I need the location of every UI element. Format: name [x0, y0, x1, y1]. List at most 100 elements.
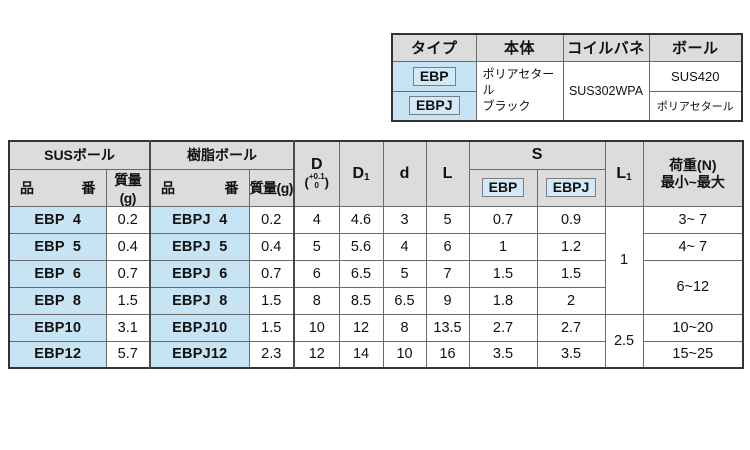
subheader-s-ebp: EBP — [468, 168, 538, 207]
mass-cell: 0.2 — [105, 205, 151, 234]
dim-D1-cell: 4.6 — [338, 205, 384, 234]
dim-D1-cell: 14 — [338, 340, 384, 369]
spec-row-ebp4: EBP 4 0.2 EBPJ 4 0.2 4 4.6 3 5 0.7 0.9 1… — [8, 205, 744, 315]
part-number-cell: EBP 4 — [8, 205, 107, 234]
mass-cell: 0.2 — [248, 205, 295, 234]
type-cell-ebp: EBP — [391, 60, 477, 92]
type-material-table: タイプ 本体 コイルバネ ボール EBP ポリアセタール ブラック SUS302… — [391, 33, 743, 122]
dim-D1-cell: 12 — [338, 313, 384, 342]
body-material-cell: ポリアセタール ブラック — [475, 60, 564, 122]
load-cell: 15~25 — [642, 340, 744, 369]
dim-L-cell: 16 — [425, 340, 470, 369]
part-number-cell: EBPJ 6 — [149, 259, 250, 288]
s-ebp-tag: EBP — [481, 178, 525, 197]
group-header-S: S — [468, 140, 606, 170]
spec-row-ebp10: EBP10 3.1 EBPJ10 1.5 10 12 8 13.5 2.7 2.… — [8, 313, 744, 369]
col-header-d: d — [382, 140, 427, 207]
s-ebp-cell: 1.5 — [468, 259, 538, 288]
dim-L-cell: 9 — [425, 286, 470, 315]
col-header-D: D (+0.1 0) — [293, 140, 340, 207]
load-cell: 10~20 — [642, 313, 744, 342]
subheader-s-ebpj: EBPJ — [536, 168, 606, 207]
dim-D-cell: 4 — [293, 205, 340, 234]
dim-L-cell: 7 — [425, 259, 470, 288]
mass-cell: 0.7 — [105, 259, 151, 288]
dim-D1-cell: 6.5 — [338, 259, 384, 288]
col-header-D1: D1 — [338, 140, 384, 207]
dim-L-cell: 13.5 — [425, 313, 470, 342]
col-header-type: タイプ — [391, 33, 477, 62]
part-number-cell: EBPJ 5 — [149, 232, 250, 261]
load-merged-cell: 6~12 — [642, 259, 744, 315]
spec-sub-header-row: 品番 質量(g) 品番 質量(g) EBP EBPJ — [8, 168, 743, 207]
dim-D-label: D — [310, 155, 323, 173]
mass-cell: 1.5 — [248, 313, 295, 342]
load-cell: 4~ 7 — [642, 232, 744, 261]
s-ebp-cell: 0.7 — [468, 205, 538, 234]
col-header-load: 荷重(N) 最小~最大 — [642, 140, 744, 207]
s-ebpj-cell: 1.2 — [536, 232, 606, 261]
part-number-cell: EBP12 — [8, 340, 107, 369]
dim-d-cell: 3 — [382, 205, 427, 234]
dim-D1-cell: 5.6 — [338, 232, 384, 261]
l1-merged-cell: 2.5 — [604, 313, 644, 369]
mass-cell: 1.5 — [248, 286, 295, 315]
type-tag-ebp: EBP — [412, 66, 456, 86]
spec-row-ebp5: EBP 5 0.4 EBPJ 5 0.4 5 5.6 4 6 1 1.2 4~ … — [8, 232, 744, 261]
type-row-ebp: EBP ポリアセタール ブラック SUS302WPA SUS420 — [391, 60, 743, 122]
dim-d-cell: 8 — [382, 313, 427, 342]
type-row-ebpj: EBPJ ポリアセタール — [391, 90, 743, 122]
type-cell-ebpj: EBPJ — [391, 90, 477, 122]
mass-cell: 3.1 — [105, 313, 151, 342]
col-header-part-number-resin: 品番 — [149, 168, 250, 207]
col-header-spring: コイルバネ — [562, 33, 650, 62]
spec-table: SUSボール 樹脂ボール D (+0.1 0) D1 d L S L1 荷重(N)… — [8, 140, 745, 369]
spec-row-ebp8: EBP 8 1.5 EBPJ 8 1.5 8 8.5 6.5 9 1.8 2 — [8, 286, 743, 315]
part-number-cell: EBP 5 — [8, 232, 107, 261]
load-header-line2: 最小~最大 — [660, 173, 725, 190]
dim-d-cell: 5 — [382, 259, 427, 288]
dim-d-cell: 10 — [382, 340, 427, 369]
s-ebpj-cell: 3.5 — [536, 340, 606, 369]
spec-group-header-row: SUSボール 樹脂ボール D (+0.1 0) D1 d L S L1 荷重(N)… — [8, 140, 744, 207]
s-ebpj-cell: 1.5 — [536, 259, 606, 288]
ball-material-cell-ebpj: ポリアセタール — [648, 90, 743, 122]
s-ebp-cell: 1 — [468, 232, 538, 261]
part-number-cell: EBPJ12 — [149, 340, 250, 369]
part-number-cell: EBP 6 — [8, 259, 107, 288]
dim-D-cell: 5 — [293, 232, 340, 261]
dim-D-tolerance: (+0.1 0) — [304, 172, 329, 191]
mass-cell: 0.4 — [248, 232, 295, 261]
type-tag-ebpj: EBPJ — [408, 96, 460, 116]
s-ebpj-cell: 2 — [536, 286, 606, 315]
group-header-resin-ball: 樹脂ボール — [149, 140, 295, 170]
dim-D-cell: 8 — [293, 286, 340, 315]
group-header-sus-ball: SUSボール — [8, 140, 151, 170]
part-number-cell: EBPJ10 — [149, 313, 250, 342]
part-number-cell: EBP10 — [8, 313, 107, 342]
col-header-ball: ボール — [648, 33, 743, 62]
dim-D-cell: 12 — [293, 340, 340, 369]
mass-cell: 1.5 — [105, 286, 151, 315]
s-ebp-cell: 3.5 — [468, 340, 538, 369]
col-header-L: L — [425, 140, 470, 207]
mass-cell: 0.4 — [105, 232, 151, 261]
s-ebp-cell: 1.8 — [468, 286, 538, 315]
spec-row-ebp12: EBP12 5.7 EBPJ12 2.3 12 14 10 16 3.5 3.5… — [8, 340, 744, 369]
dim-D-cell: 6 — [293, 259, 340, 288]
s-ebpj-cell: 2.7 — [536, 313, 606, 342]
part-number-cell: EBPJ 4 — [149, 205, 250, 234]
mass-cell: 0.7 — [248, 259, 295, 288]
dim-d-cell: 6.5 — [382, 286, 427, 315]
col-header-mass-sus: 質量(g) — [105, 168, 151, 207]
part-number-cell: EBP 8 — [8, 286, 107, 315]
ball-material-cell-ebp: SUS420 — [648, 60, 743, 92]
load-cell: 3~ 7 — [642, 205, 744, 234]
col-header-L1: L1 — [604, 140, 644, 207]
l1-merged-cell: 1 — [604, 205, 644, 315]
part-number-cell: EBPJ 8 — [149, 286, 250, 315]
dim-D-cell: 10 — [293, 313, 340, 342]
mass-cell: 5.7 — [105, 340, 151, 369]
dim-D1-cell: 8.5 — [338, 286, 384, 315]
